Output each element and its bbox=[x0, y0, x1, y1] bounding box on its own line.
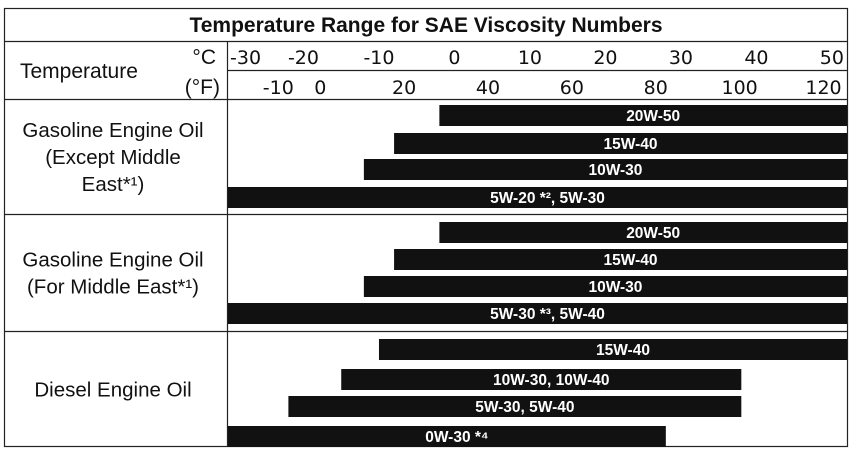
row-label-line: Gasoline Engine Oil bbox=[22, 249, 203, 272]
celsius-ticks: -30 -20 -10 0 10 20 30 40 50 bbox=[230, 47, 844, 69]
row-label-line: Gasoline Engine Oil bbox=[22, 119, 203, 142]
fahrenheit-tick-label: 100 bbox=[722, 77, 758, 99]
fahrenheit-tick-label: 120 bbox=[805, 77, 841, 99]
range-bar-label: 15W-40 bbox=[604, 136, 658, 153]
range-bar bbox=[228, 426, 666, 447]
range-bar bbox=[363, 276, 847, 297]
fahrenheit-tick-label: 20 bbox=[392, 77, 416, 99]
range-bar bbox=[394, 133, 847, 154]
unit-celsius: °C bbox=[192, 46, 216, 69]
unit-fahrenheit: (°F) bbox=[185, 76, 220, 99]
range-bar bbox=[228, 187, 847, 208]
celsius-tick-label: -20 bbox=[288, 47, 319, 69]
range-bar bbox=[288, 396, 742, 417]
celsius-tick-label: -30 bbox=[230, 47, 261, 69]
row-label-line: East*¹) bbox=[82, 173, 145, 196]
range-bar-label: 5W-30, 5W-40 bbox=[475, 399, 574, 416]
range-bar-label: 15W-40 bbox=[596, 342, 650, 359]
range-bar bbox=[394, 249, 847, 270]
range-bar-label: 10W-30 bbox=[588, 279, 642, 296]
range-bar-label: 0W-30 *⁴ bbox=[425, 429, 488, 446]
fahrenheit-tick-label: 60 bbox=[560, 77, 584, 99]
fahrenheit-tick-label: 80 bbox=[644, 77, 668, 99]
celsius-tick-label: 50 bbox=[820, 47, 844, 69]
fahrenheit-tick-label: 0 bbox=[314, 77, 326, 99]
row-labels: Gasoline Engine Oil (Except Middle East*¹)… bbox=[22, 119, 203, 402]
celsius-tick-label: -10 bbox=[363, 47, 394, 69]
fahrenheit-ticks: -10 0 20 40 60 80 100 120 bbox=[263, 77, 842, 99]
range-bar bbox=[363, 159, 847, 180]
range-bar-label: 10W-30, 10W-40 bbox=[493, 372, 610, 389]
bars: 20W-50 15W-40 10W-30 5W-20 *², 5W-30 20W-50 1… bbox=[228, 105, 847, 447]
fahrenheit-tick-label: 40 bbox=[476, 77, 500, 99]
celsius-tick-label: 30 bbox=[669, 47, 693, 69]
range-bar bbox=[439, 222, 847, 243]
axis-label-temperature: Temperature bbox=[20, 60, 138, 83]
range-bar bbox=[378, 339, 847, 360]
range-bar bbox=[228, 303, 847, 324]
range-bar-label: 15W-40 bbox=[604, 252, 658, 269]
fahrenheit-tick-label: -10 bbox=[263, 77, 294, 99]
range-bar bbox=[439, 105, 847, 126]
range-bar-label: 5W-20 *², 5W-30 bbox=[490, 190, 605, 207]
range-bar bbox=[341, 369, 742, 390]
range-bar-label: 20W-50 bbox=[626, 108, 680, 125]
row-label-line: (For Middle East*¹) bbox=[27, 276, 199, 299]
range-bar-label: 5W-30 *³, 5W-40 bbox=[490, 306, 605, 323]
celsius-tick-label: 0 bbox=[448, 47, 460, 69]
range-bar-label: 10W-30 bbox=[588, 162, 642, 179]
celsius-tick-label: 10 bbox=[518, 47, 542, 69]
row-label-line: (Except Middle bbox=[45, 146, 181, 169]
celsius-tick-label: 20 bbox=[593, 47, 617, 69]
chart-title: Temperature Range for SAE Viscosity Numb… bbox=[189, 14, 662, 37]
celsius-tick-label: 40 bbox=[744, 47, 768, 69]
range-bar-label: 20W-50 bbox=[626, 225, 680, 242]
row-label-line: Diesel Engine Oil bbox=[34, 379, 191, 402]
